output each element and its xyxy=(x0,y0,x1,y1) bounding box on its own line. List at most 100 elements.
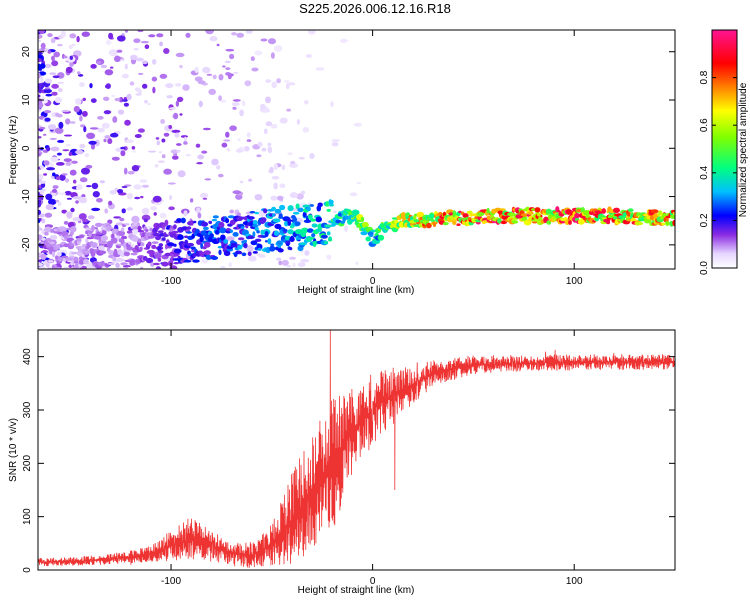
spectrogram-ridge-cell xyxy=(77,241,81,245)
spectrogram-speckle xyxy=(38,94,41,98)
spectrogram-speckle xyxy=(137,128,145,133)
spectrogram-ridge-cell xyxy=(672,212,675,215)
spectrogram-speckle xyxy=(176,149,181,153)
spectrogram-speckle xyxy=(289,163,299,168)
spectrogram-ridge-cell xyxy=(521,213,529,217)
spectrogram-ridge-cell xyxy=(173,248,182,254)
spectrogram-speckle xyxy=(104,208,109,214)
spectrogram-speckle xyxy=(225,67,231,70)
spectrogram-ridge-cell xyxy=(264,231,269,238)
spectrogram-speckle xyxy=(45,204,54,211)
spectrogram-speckle xyxy=(108,49,118,57)
spectrogram-ridge-cell xyxy=(630,218,637,222)
spectrogram-ridge-cell xyxy=(325,201,329,205)
spectrogram-speckle xyxy=(86,236,94,240)
spectrogram-speckle xyxy=(99,180,105,184)
spectrogram-ridge-cell xyxy=(556,210,561,213)
colorbar-frame xyxy=(711,29,738,269)
colorbar-label: Normalized spectral amplitude xyxy=(738,82,749,217)
spectrogram-speckle xyxy=(73,105,80,113)
spectrogram-ridge-cell xyxy=(214,229,220,235)
spectrogram-speckle xyxy=(83,126,87,133)
spectrogram-ridge-cell xyxy=(60,226,67,232)
spectrogram-speckle xyxy=(112,116,118,123)
spectrogram-ridge-cell xyxy=(269,245,276,252)
spectrogram-speckle xyxy=(267,146,273,154)
spectrogram-ridge-cell xyxy=(232,232,239,237)
spectrogram-ridge-cell xyxy=(173,262,180,265)
spectrogram-speckle xyxy=(273,182,278,190)
spectrogram-ridge-cell xyxy=(161,224,166,229)
spectrogram-speckle xyxy=(104,135,111,139)
spectrogram-ridge-cell xyxy=(306,228,314,233)
spectrogram-ridge-cell xyxy=(243,242,248,249)
spectrogram-speckle xyxy=(175,100,180,107)
spectrogram-ridge-cell xyxy=(292,211,300,215)
spectrogram-ridge-cell xyxy=(254,211,259,215)
spectrogram-ridge-cell xyxy=(252,220,258,225)
snr-y-tick-label: 300 xyxy=(22,401,33,418)
spectrogram-ridge-cell xyxy=(458,210,462,214)
spectrogram-speckle xyxy=(195,143,201,148)
spectrogram-speckle xyxy=(183,210,188,217)
spectrogram-speckle xyxy=(38,83,43,89)
spectrogram-speckle xyxy=(38,72,41,79)
spectrogram-speckle xyxy=(141,207,150,215)
spectrogram-speckle xyxy=(340,38,347,44)
spectrogram-ridge-cell xyxy=(344,215,350,220)
spectrogram-speckle xyxy=(296,193,304,200)
spectrogram-speckle xyxy=(353,122,362,127)
spectrogram-speckle xyxy=(281,164,286,171)
spectrogram-speckle xyxy=(44,78,53,84)
spectrogram-speckle xyxy=(51,83,59,89)
spectrogram-speckle xyxy=(79,115,83,122)
spectrogram-speckle xyxy=(51,91,58,96)
spectrogram-speckle xyxy=(40,147,44,151)
spectrogram-ridge-cell xyxy=(164,234,169,237)
spectrogram-speckle xyxy=(109,66,114,69)
spectrogram-ridge-cell xyxy=(94,222,103,227)
spectrogram-ridge-cell xyxy=(287,218,292,223)
spectrogram-ridge-cell xyxy=(237,245,243,250)
spectrogram-ridge-cell xyxy=(169,256,175,263)
spectrogram-ridge-cell xyxy=(158,243,164,247)
spectrogram-speckle xyxy=(232,190,242,195)
spectrogram-speckle xyxy=(196,207,201,215)
spectrogram-speckle xyxy=(165,83,174,89)
spectrogram-speckle xyxy=(69,121,76,124)
spectrogram-ridge-cell xyxy=(71,251,79,255)
spectrogram-speckle xyxy=(46,146,51,152)
spectrogram-speckle xyxy=(143,218,148,223)
snr-x-tick-label: 100 xyxy=(566,576,583,587)
spectrogram-speckle xyxy=(77,74,84,77)
spectrogram-speckle xyxy=(204,178,212,181)
spectrogram-speckle xyxy=(159,212,167,219)
spectrogram-speckle xyxy=(131,165,140,172)
spectrogram-ridge-cell xyxy=(360,216,365,223)
spectrogram-speckle xyxy=(163,48,170,54)
spectrogram-ridge-cell xyxy=(256,243,263,250)
spectrogram-speckle xyxy=(58,192,66,196)
spectrogram-ridge-cell xyxy=(361,221,369,228)
spectrogram-ridge-cell xyxy=(83,259,89,265)
spectrogram-speckle xyxy=(283,80,290,83)
spectrogram-speckle xyxy=(220,99,227,103)
spectrogram-speckle xyxy=(133,227,139,235)
spectrogram-speckle xyxy=(55,199,60,203)
spectrogram-ridge-cell xyxy=(61,255,69,259)
spectrogram-speckle xyxy=(50,146,60,152)
spectrogram-speckle xyxy=(237,138,241,141)
spectrogram-y-tick-label: -20 xyxy=(21,237,32,252)
spectrogram-ridge-cell xyxy=(51,250,56,258)
spectrogram-speckle xyxy=(103,138,107,143)
spectrogram-speckle xyxy=(174,132,180,138)
spectrogram-speckle xyxy=(65,144,71,147)
spectrogram-ridge-cell xyxy=(498,208,506,211)
spectrogram-speckle xyxy=(276,257,282,261)
spectrogram-ridge-cell xyxy=(186,231,192,234)
spectrogram-speckle xyxy=(105,40,112,45)
spectrogram-ridge-cell xyxy=(329,203,334,207)
spectrogram-speckle xyxy=(121,186,128,188)
spectrogram-speckle xyxy=(144,100,148,104)
spectrogram-ridge-cell xyxy=(98,240,107,245)
